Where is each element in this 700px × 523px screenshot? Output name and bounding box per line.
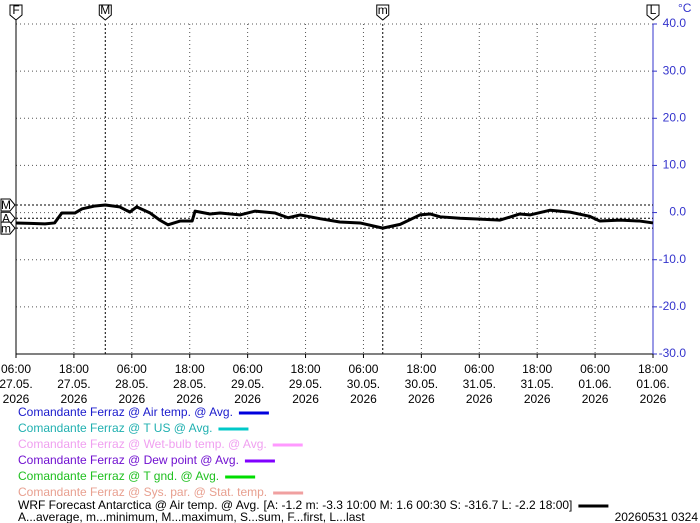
x-tick-date: 30.05.: [347, 377, 380, 391]
legend-label: Comandante Ferraz @ Air temp. @ Avg.: [18, 405, 233, 419]
data-line: [15, 203, 654, 230]
legend-label: WRF Forecast Antarctica @ Air temp. @ Av…: [18, 498, 260, 512]
x-tick-date: 29.05.: [231, 377, 264, 391]
marker-box: [0, 221, 16, 235]
legend-summary: [A: -1.2 m: -3.3 10:00 M: 1.6 00:30 S: -…: [264, 498, 573, 512]
x-tick-date: 28.05.: [173, 377, 206, 391]
y-tick-label: -10.0: [659, 252, 687, 266]
marker-box: [9, 4, 23, 21]
x-tick-date: 31.05.: [520, 377, 553, 391]
legend-label: Comandante Ferraz @ Dew point @ Avg.: [18, 453, 239, 467]
x-tick-year: 2026: [466, 392, 493, 406]
marker-label: F: [12, 3, 19, 17]
x-tick-date: 30.05.: [405, 377, 438, 391]
y-tick-label: -30.0: [659, 346, 687, 360]
x-tick-label: 18:00: [638, 362, 668, 376]
x-tick-date: 31.05.: [463, 377, 496, 391]
marker-label: M: [100, 3, 110, 17]
x-tick-label: 06:00: [580, 362, 610, 376]
marker-label: M: [1, 198, 11, 212]
x-tick-label: 06:00: [117, 362, 147, 376]
x-tick-label: 18:00: [522, 362, 552, 376]
marker-label: L: [650, 3, 657, 17]
legend-label: Comandante Ferraz @ Wet-bulb temp. @ Avg…: [18, 437, 267, 451]
marker-label: A: [2, 211, 10, 225]
x-tick-label: 18:00: [175, 362, 205, 376]
x-tick-year: 2026: [61, 392, 88, 406]
x-tick-label: 18:00: [406, 362, 436, 376]
marker-box: [376, 4, 390, 21]
y-tick-label: -20.0: [659, 299, 687, 313]
marker-label: m: [1, 221, 11, 235]
legend-label: Comandante Ferraz @ T gnd. @ Avg.: [18, 469, 219, 483]
y-tick-label: 10.0: [663, 158, 687, 172]
x-tick-label: 18:00: [291, 362, 321, 376]
x-tick-date: 27.05.: [57, 377, 90, 391]
x-tick-label: 06:00: [464, 362, 494, 376]
footnote: A...average, m...minimum, M...maximum, S…: [18, 510, 365, 523]
x-tick-date: 29.05.: [289, 377, 322, 391]
x-tick-year: 2026: [640, 392, 667, 406]
y-tick-label: 20.0: [663, 110, 687, 124]
x-tick-year: 2026: [292, 392, 319, 406]
x-tick-year: 2026: [118, 392, 145, 406]
timestamp: 20260531 0324: [615, 510, 699, 523]
x-tick-label: 06:00: [233, 362, 263, 376]
y-tick-label: 30.0: [663, 63, 687, 77]
x-tick-date: 28.05.: [115, 377, 148, 391]
legend-label: Comandante Ferraz @ T US @ Avg.: [18, 421, 212, 435]
x-tick-date: 27.05.: [0, 377, 33, 391]
y-tick-label: 40.0: [663, 16, 687, 30]
x-tick-date: 01.06.: [636, 377, 669, 391]
x-tick-year: 2026: [3, 392, 30, 406]
x-tick-label: 18:00: [59, 362, 89, 376]
x-tick-year: 2026: [582, 392, 609, 406]
y-unit: °C: [678, 1, 692, 15]
y-tick-label: 0.0: [669, 205, 686, 219]
x-tick-label: 06:00: [348, 362, 378, 376]
x-tick-year: 2026: [408, 392, 435, 406]
marker-label: m: [378, 3, 388, 17]
marker-box: [646, 4, 660, 21]
legend-label: Comandante Ferraz @ Sys. par. @ Stat. te…: [18, 485, 267, 499]
x-tick-label: 06:00: [1, 362, 31, 376]
marker-box: [0, 198, 16, 212]
x-tick-date: 01.06.: [578, 377, 611, 391]
marker-box: [98, 4, 112, 21]
x-tick-year: 2026: [524, 392, 551, 406]
x-tick-year: 2026: [234, 392, 261, 406]
x-tick-year: 2026: [176, 392, 203, 406]
x-tick-year: 2026: [350, 392, 377, 406]
